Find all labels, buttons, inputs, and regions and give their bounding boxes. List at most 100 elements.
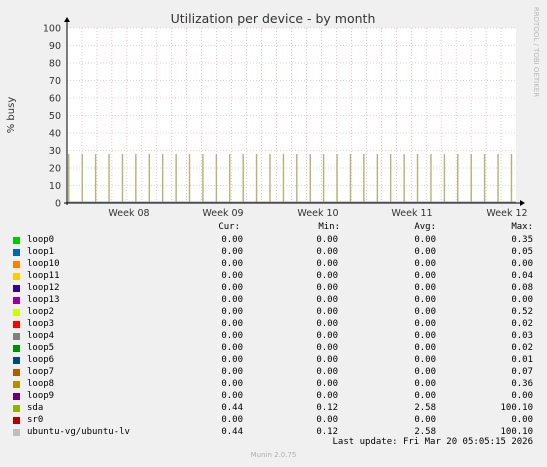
legend-avg-value: 0.00 <box>414 271 436 281</box>
legend-max-value: 100.10 <box>500 403 533 413</box>
legend-avg-value: 0.00 <box>414 235 436 245</box>
legend-swatch <box>13 393 20 400</box>
legend-cur-value: 0.00 <box>221 415 243 425</box>
legend-device-name: loop1 <box>27 247 55 257</box>
legend-swatch <box>13 357 20 364</box>
legend-avg-value: 0.00 <box>414 355 436 365</box>
data-series <box>67 154 516 203</box>
legend-device-name: loop7 <box>27 367 55 377</box>
x-tick-label: Week 11 <box>391 208 432 219</box>
legend-row: loop9 0.00 0.00 0.00 0.00 <box>0 390 547 402</box>
y-tick-label: 100 <box>43 24 61 35</box>
legend-avg-value: 0.00 <box>414 415 436 425</box>
legend-swatch <box>13 333 20 340</box>
legend-min-value: 0.00 <box>316 307 338 317</box>
legend-avg-value: 0.00 <box>414 283 436 293</box>
legend-row: loop3 0.00 0.00 0.00 0.02 <box>0 318 547 330</box>
y-tick-label: 20 <box>49 164 61 175</box>
legend-cur-value: 0.00 <box>221 307 243 317</box>
legend-swatch <box>13 405 20 412</box>
legend-row: loop12 0.00 0.00 0.00 0.08 <box>0 282 547 294</box>
legend-min-value: 0.12 <box>316 403 338 413</box>
legend-max-value: 100.10 <box>500 427 533 437</box>
legend-row: loop4 0.00 0.00 0.00 0.03 <box>0 330 547 342</box>
legend-max-value: 0.00 <box>511 295 533 305</box>
x-axis-ticks: Week 08 Week 09 Week 10 Week 11 Week 12 <box>108 208 527 219</box>
legend-swatch <box>13 309 20 316</box>
y-tick-label: 0 <box>55 199 61 210</box>
legend-cur-value: 0.00 <box>221 247 243 257</box>
legend-min-value: 0.12 <box>316 427 338 437</box>
y-tick-label: 90 <box>49 41 61 52</box>
legend-row: loop0 0.00 0.00 0.00 0.35 <box>0 234 547 246</box>
legend-cur-value: 0.44 <box>221 403 243 413</box>
x-tick-label: Week 08 <box>108 208 149 219</box>
legend-avg-value: 2.58 <box>414 403 436 413</box>
legend-avg-value: 0.00 <box>414 295 436 305</box>
legend-row: sr0 0.00 0.00 0.00 0.00 <box>0 414 547 426</box>
legend-cur-value: 0.44 <box>221 427 243 437</box>
legend-cur-value: 0.00 <box>221 355 243 365</box>
legend-swatch <box>13 429 20 436</box>
legend-max-value: 0.00 <box>511 415 533 425</box>
y-tick-label: 70 <box>49 76 61 87</box>
y-tick-label: 60 <box>49 94 61 105</box>
y-tick-label: 10 <box>49 181 61 192</box>
y-axis-arrow <box>64 17 70 22</box>
legend-cur-value: 0.00 <box>221 283 243 293</box>
legend-cur-value: 0.00 <box>221 319 243 329</box>
legend-row: sda 0.44 0.12 2.58 100.10 <box>0 402 547 414</box>
legend-row: loop1 0.00 0.00 0.00 0.05 <box>0 246 547 258</box>
legend-swatch <box>13 249 20 256</box>
grid-lines <box>67 27 516 203</box>
legend-min-value: 0.00 <box>316 355 338 365</box>
legend-row: loop11 0.00 0.00 0.00 0.04 <box>0 270 547 282</box>
y-tick-label: 40 <box>49 129 61 140</box>
legend-avg-value: 0.00 <box>414 319 436 329</box>
legend-header-min: Min: <box>318 222 340 232</box>
legend-avg-value: 0.00 <box>414 391 436 401</box>
legend-max-value: 0.04 <box>511 271 533 281</box>
legend-avg-value: 0.00 <box>414 343 436 353</box>
legend-cur-value: 0.00 <box>221 235 243 245</box>
legend-device-name: loop11 <box>27 271 60 281</box>
legend-max-value: 0.05 <box>511 247 533 257</box>
legend-cur-value: 0.00 <box>221 391 243 401</box>
legend-device-name: loop3 <box>27 319 55 329</box>
legend-min-value: 0.00 <box>316 235 338 245</box>
legend-row: loop8 0.00 0.00 0.00 0.36 <box>0 378 547 390</box>
chart-title: Utilization per device - by month <box>171 11 376 26</box>
y-axis-ticks: 0 10 20 30 40 50 60 70 80 90 100 <box>43 24 61 210</box>
legend-cur-value: 0.00 <box>221 343 243 353</box>
munin-version: Munin 2.0.75 <box>250 451 297 459</box>
legend-header-max: Max: <box>511 222 533 232</box>
x-axis-arrow <box>520 200 525 206</box>
legend-min-value: 0.00 <box>316 319 338 329</box>
legend-avg-value: 0.00 <box>414 379 436 389</box>
legend-device-name: loop12 <box>27 283 60 293</box>
legend-max-value: 0.07 <box>511 367 533 377</box>
legend-swatch <box>13 285 20 292</box>
legend-avg-value: 0.00 <box>414 307 436 317</box>
legend-swatch <box>13 321 20 328</box>
legend-max-value: 0.08 <box>511 283 533 293</box>
legend-row: ubuntu-vg/ubuntu-lv 0.44 0.12 2.58 100.10 <box>0 426 547 438</box>
legend-min-value: 0.00 <box>316 367 338 377</box>
legend-max-value: 0.02 <box>511 319 533 329</box>
last-update: Last update: Fri Mar 20 05:05:15 2026 <box>332 437 533 447</box>
legend-device-name: sr0 <box>27 415 44 425</box>
legend-swatch <box>13 381 20 388</box>
legend-cur-value: 0.00 <box>221 379 243 389</box>
legend-swatch <box>13 261 20 268</box>
legend-min-value: 0.00 <box>316 259 338 269</box>
legend-cur-value: 0.00 <box>221 331 243 341</box>
legend-row: loop5 0.00 0.00 0.00 0.02 <box>0 342 547 354</box>
legend-max-value: 0.35 <box>511 235 533 245</box>
legend-device-name: loop13 <box>27 295 60 305</box>
legend-avg-value: 0.00 <box>414 247 436 257</box>
legend-swatch <box>13 297 20 304</box>
legend-min-value: 0.00 <box>316 247 338 257</box>
rrdtool-credit: RRDTOOL / TOBI OETIKER <box>532 7 540 97</box>
legend-header-cur: Cur: <box>218 222 240 232</box>
legend-cur-value: 0.00 <box>221 259 243 269</box>
